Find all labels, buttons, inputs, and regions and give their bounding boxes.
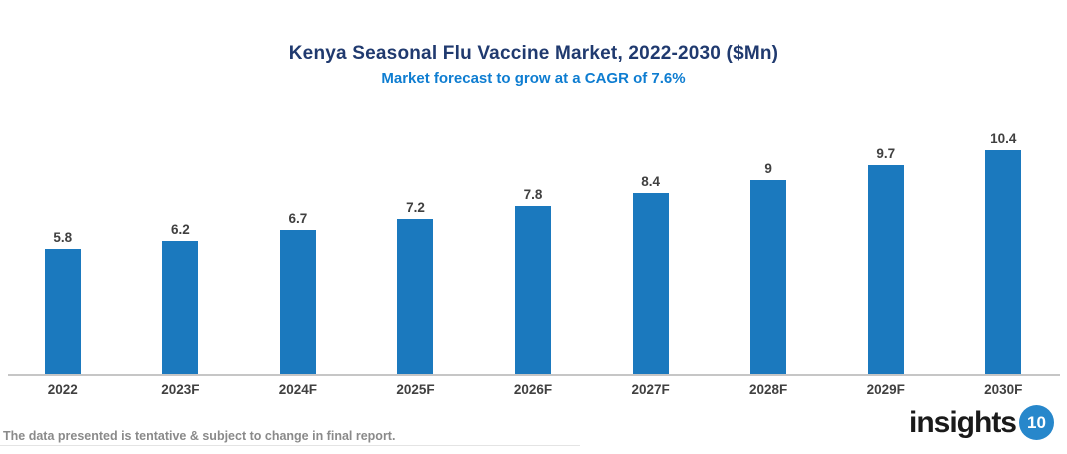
bar-column: 7.2	[357, 200, 475, 374]
bar-column: 8.4	[592, 174, 710, 374]
bar	[632, 193, 669, 374]
bar-value-label: 9.7	[876, 146, 896, 161]
bar	[867, 165, 904, 374]
bar-column: 6.7	[239, 211, 357, 374]
bar-column: 6.2	[122, 222, 240, 374]
logo-badge-circle: 10	[1019, 405, 1054, 440]
x-axis-tick-label: 2028F	[749, 382, 788, 397]
bar-value-label: 5.8	[53, 230, 73, 245]
x-axis-labels: 2022 2023F 2024F 2025F 2026F 2027F 2028F 2029F 2…	[4, 382, 1062, 397]
x-axis-tick-label: 2022	[47, 382, 78, 397]
bar	[44, 249, 81, 374]
bar	[279, 230, 316, 374]
x-axis-tick-label: 2023F	[161, 382, 200, 397]
plot-area: 5.8 6.2 6.7 7.2 7.8 8.4 9 9.7 10.4	[4, 130, 1062, 374]
bar-value-label: 6.2	[170, 222, 190, 237]
bar-value-label: 10.4	[990, 131, 1017, 146]
bar-column: 9	[709, 161, 827, 374]
bar-column: 9.7	[827, 146, 945, 374]
logo-wordmark: insights	[908, 405, 1017, 439]
x-axis-tick-label: 2025F	[396, 382, 435, 397]
bar-column: 5.8	[4, 230, 122, 374]
bar	[985, 150, 1022, 374]
bar-value-label: 7.2	[406, 200, 425, 215]
bar	[162, 241, 199, 374]
bar	[397, 219, 434, 374]
chart-title: Kenya Seasonal Flu Vaccine Market, 2022-…	[288, 43, 779, 64]
x-axis-tick-label: 2024F	[278, 382, 318, 397]
bar	[515, 206, 552, 374]
insights10-logo: insights 10	[909, 405, 1054, 440]
x-axis-tick-label: 2027F	[631, 382, 670, 397]
bar-value-label: 9	[764, 161, 772, 176]
bar-value-label: 8.4	[641, 174, 660, 189]
bar	[750, 180, 787, 374]
chart-subtitle: Market forecast to grow at a CAGR of 7.6…	[381, 70, 686, 87]
bar-column: 7.8	[474, 187, 592, 374]
x-axis-line	[8, 374, 1060, 376]
bar-column: 10.4	[945, 131, 1063, 374]
footer-divider	[0, 445, 580, 446]
bar-value-label: 7.8	[523, 187, 543, 202]
x-axis-tick-label: 2029F	[866, 382, 905, 397]
x-axis-tick-label: 2026F	[513, 382, 553, 397]
disclaimer-text: The data presented is tentative & subjec…	[3, 429, 396, 443]
bar-chart: 5.8 6.2 6.7 7.2 7.8 8.4 9 9.7 10.4 2022 2023F 2024…	[4, 130, 1062, 397]
x-axis-tick-label: 2030F	[984, 382, 1023, 397]
bar-value-label: 6.7	[288, 211, 308, 226]
